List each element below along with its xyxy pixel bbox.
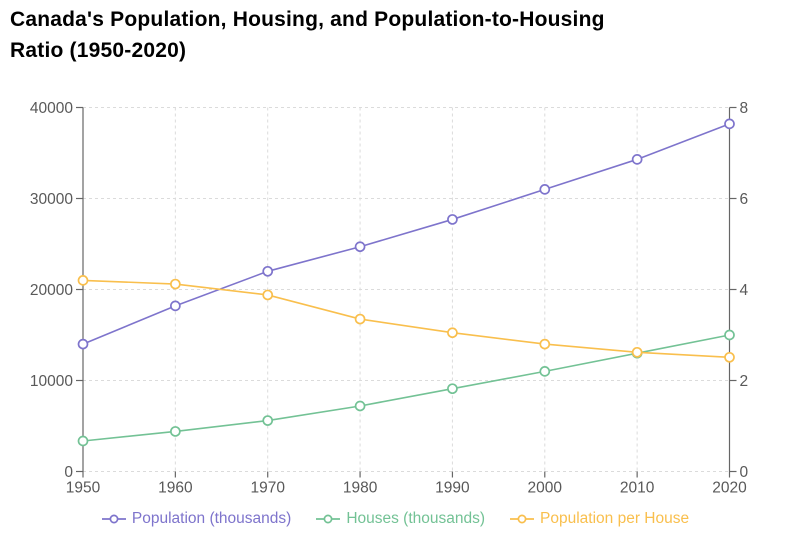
data-point-population-per-house (262, 289, 274, 301)
legend-label-houses: Houses (thousands) (346, 510, 486, 527)
data-point-houses-thousands (447, 383, 458, 395)
data-point-population-per-house (631, 346, 643, 358)
series-line-houses-thousands (82, 334, 730, 442)
data-point-houses-thousands (77, 435, 89, 447)
data-point-houses-thousands (170, 426, 181, 437)
right-axis-tick-label: 2 (740, 373, 749, 390)
chart-title-line1: Canada's Population, Housing, and Popula… (10, 8, 605, 31)
chart-title-line2: Ratio (1950-2020) (10, 39, 187, 62)
x-axis-tick-label: 2020 (712, 480, 747, 497)
legend-item-population[interactable]: Population (thousands) (101, 509, 292, 529)
x-axis-tick-label: 2010 (620, 480, 655, 497)
legend-marker-population-per-house-icon (510, 514, 535, 524)
data-point-population-thousands (262, 265, 274, 277)
series-line-population-thousands (82, 123, 730, 345)
chart-legend: Population (thousands) Houses (thousands… (0, 509, 791, 529)
x-axis-tick-label: 1990 (435, 480, 470, 497)
data-point-population-per-house (354, 313, 366, 325)
data-point-population-thousands (77, 338, 89, 350)
x-axis-tick-label: 1950 (66, 480, 101, 497)
x-axis-tick-label: 1980 (343, 480, 378, 497)
chart-title: Canada's Population, Housing, and Popula… (10, 4, 605, 66)
legend-item-population-per-house[interactable]: Population per House (510, 509, 689, 529)
right-axis-tick-label: 4 (740, 282, 749, 299)
right-axis-tick-label: 6 (740, 191, 749, 208)
legend-label-population-per-house: Population per House (540, 510, 690, 527)
x-axis-tick-label: 1970 (250, 480, 285, 497)
legend-marker-houses-icon (316, 514, 341, 524)
data-point-population-thousands (170, 300, 181, 312)
data-point-population-thousands (447, 214, 458, 225)
data-point-population-per-house (447, 327, 458, 339)
left-axis-tick-label: 10000 (30, 373, 73, 390)
data-point-population-thousands (631, 154, 643, 165)
legend-marker-population-icon (101, 514, 126, 524)
data-point-population-thousands (354, 241, 366, 253)
left-axis-tick-label: 20000 (30, 282, 73, 299)
data-point-houses-thousands (354, 400, 366, 412)
data-point-population-per-house (170, 278, 181, 290)
legend-item-houses[interactable]: Houses (thousands) (316, 509, 485, 529)
right-axis-tick-label: 0 (740, 464, 749, 481)
series-line-population-per-house (82, 279, 730, 359)
legend-label-population: Population (thousands) (131, 510, 292, 527)
left-axis-tick-label: 0 (64, 464, 73, 481)
x-axis-tick-label: 2000 (528, 480, 563, 497)
data-point-population-per-house (77, 275, 89, 286)
right-axis-tick-label: 8 (740, 100, 749, 117)
x-axis-tick-label: 1960 (158, 480, 193, 497)
data-point-population-per-house (539, 338, 551, 350)
data-point-population-thousands (539, 184, 551, 195)
left-axis-tick-label: 40000 (30, 100, 73, 117)
data-point-population-thousands (724, 118, 735, 130)
left-axis-tick-label: 30000 (30, 191, 73, 208)
data-point-houses-thousands (262, 415, 274, 426)
data-point-houses-thousands (724, 329, 735, 341)
data-point-population-per-house (724, 351, 735, 363)
data-point-houses-thousands (539, 366, 551, 377)
